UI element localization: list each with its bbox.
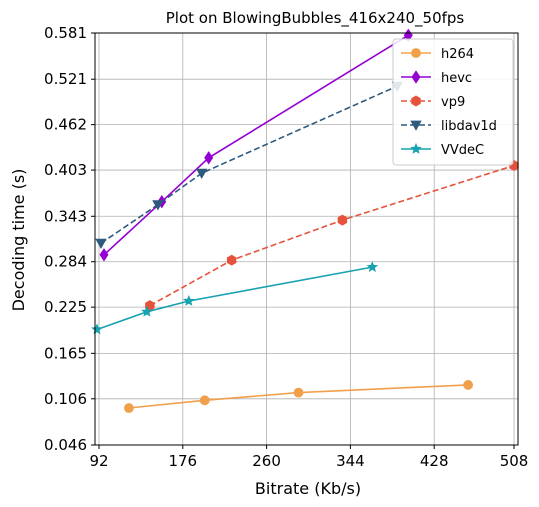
x-tick-label: 176 bbox=[168, 452, 197, 470]
y-tick-label: 0.284 bbox=[44, 253, 87, 271]
legend-item-vp9: vp9 bbox=[401, 95, 465, 110]
x-tick-label: 344 bbox=[336, 452, 365, 470]
data-point bbox=[293, 387, 304, 398]
legend-marker bbox=[410, 142, 422, 154]
series-line bbox=[103, 34, 409, 256]
series-h264 bbox=[124, 380, 474, 413]
series-vvdec bbox=[91, 261, 379, 335]
legend-marker bbox=[411, 48, 421, 58]
data-point bbox=[182, 294, 195, 306]
data-point bbox=[95, 238, 107, 250]
data-point bbox=[463, 380, 474, 390]
legend-marker bbox=[410, 120, 422, 131]
data-point bbox=[99, 248, 109, 262]
data-point bbox=[226, 254, 237, 266]
y-tick-label: 0.343 bbox=[44, 207, 87, 225]
y-tick-label: 0.165 bbox=[44, 344, 87, 362]
x-tick-label: 92 bbox=[89, 452, 108, 470]
data-point bbox=[337, 214, 348, 226]
data-point bbox=[124, 403, 134, 413]
y-tick-label: 0.403 bbox=[44, 161, 87, 179]
data-point bbox=[204, 151, 214, 165]
legend-label: vp9 bbox=[441, 95, 465, 110]
y-tick-label: 0.462 bbox=[44, 116, 87, 134]
legend-item-libdav1d: libdav1d bbox=[401, 119, 497, 134]
legend-item-h264: h264 bbox=[401, 47, 474, 62]
data-point bbox=[196, 168, 208, 180]
y-tick-label: 0.521 bbox=[44, 70, 87, 88]
legend-label: VVdeC bbox=[441, 143, 484, 158]
series-line bbox=[149, 164, 515, 307]
data-point bbox=[366, 261, 379, 273]
legend: h264 hevc vp9 libdav1d VVdeC bbox=[392, 38, 514, 166]
data-point bbox=[199, 395, 210, 406]
data-point bbox=[152, 200, 164, 211]
series-hevc bbox=[99, 28, 413, 262]
legend-box bbox=[392, 38, 514, 166]
series-line bbox=[100, 85, 398, 244]
series-layer bbox=[91, 28, 519, 413]
series-libdav1d bbox=[95, 81, 403, 250]
x-tick-label: 428 bbox=[420, 452, 449, 470]
plot-frame bbox=[94, 32, 519, 446]
legend-marker bbox=[411, 95, 421, 107]
x-axis-label: Bitrate (Kb/s) bbox=[255, 479, 361, 498]
y-tick-label: 0.225 bbox=[44, 298, 87, 316]
y-axis-label: Decoding time (s) bbox=[9, 169, 28, 312]
x-tick-label: 508 bbox=[500, 452, 529, 470]
legend-item-vvdec: VVdeC bbox=[401, 142, 484, 158]
data-point bbox=[141, 305, 153, 317]
legend-label: libdav1d bbox=[441, 119, 497, 134]
legend-label: h264 bbox=[441, 47, 474, 62]
y-tick-label: 0.106 bbox=[44, 390, 87, 408]
legend-marker bbox=[411, 70, 421, 84]
series-vp9 bbox=[145, 160, 519, 312]
series-line bbox=[128, 384, 469, 409]
y-tick-label: 0.581 bbox=[44, 24, 87, 42]
chart-title: Plot on BlowingBubbles_416x240_50fps bbox=[166, 9, 465, 28]
series-line bbox=[96, 266, 373, 331]
legend-item-hevc: hevc bbox=[401, 70, 472, 86]
data-point bbox=[91, 323, 103, 335]
x-tick-label: 260 bbox=[252, 452, 281, 470]
legend-label: hevc bbox=[441, 71, 472, 86]
y-tick-label: 0.046 bbox=[44, 436, 87, 454]
axis-ticks: 92 176 260 344 428 508 0.046 0.106 0.165 0.225 0.2… bbox=[44, 24, 528, 470]
